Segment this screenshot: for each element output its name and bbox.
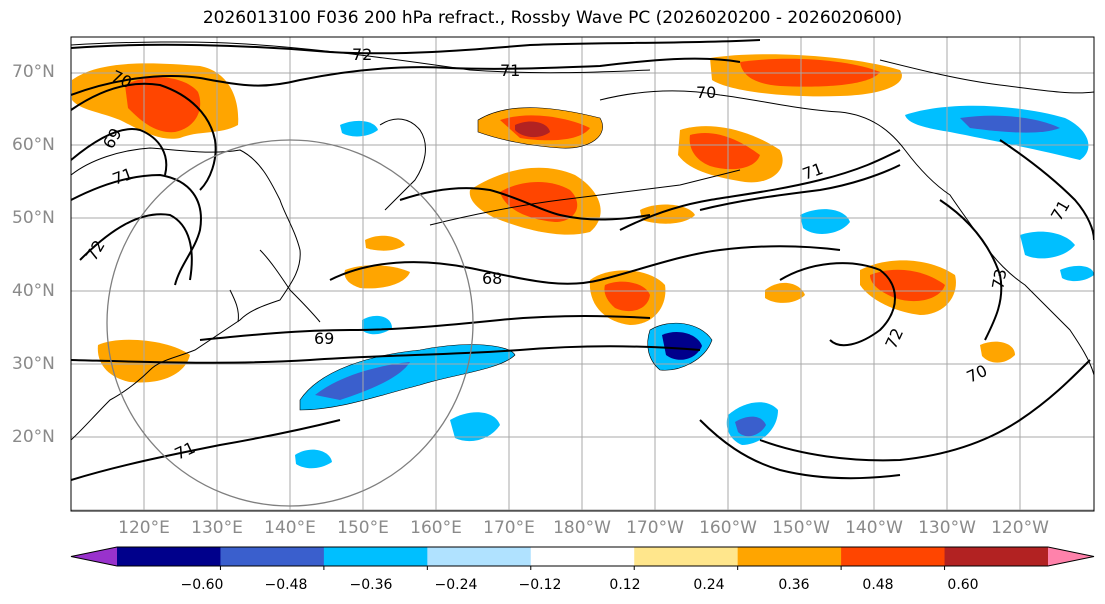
coastline-japan — [259, 249, 321, 323]
contour-label: 70 — [696, 83, 716, 102]
lat-label-30n: 30°N — [12, 354, 55, 374]
lon-label: 150°W — [772, 518, 830, 538]
coastline-canada — [879, 59, 1094, 94]
coastline-korea — [229, 289, 239, 323]
negative-anomaly-patch — [905, 105, 1089, 160]
contour-72-ep — [779, 262, 896, 347]
contour-71-gulf — [699, 164, 901, 211]
colorbar-tick-label: 0.60 — [947, 577, 979, 593]
lon-label: 160°W — [699, 518, 757, 538]
lon-label: 130°E — [191, 518, 243, 538]
colorbar-tick-label: 0.12 — [609, 577, 641, 593]
contour-label: 72 — [352, 45, 372, 64]
negative-anomaly-patch — [735, 416, 766, 437]
positive-anomaly-patch — [515, 121, 550, 138]
lon-label: 140°E — [264, 518, 316, 538]
contour-71-se — [699, 419, 901, 480]
colorbar-segment — [530, 547, 635, 566]
colorbar-tick-label: 0.24 — [693, 577, 725, 593]
lon-label: 160°E — [410, 518, 462, 538]
contour-70-se — [759, 359, 1091, 462]
coastline-aleutians — [429, 169, 741, 226]
colorbar-segment — [634, 547, 739, 566]
colorbar-tick-label: −0.24 — [434, 577, 478, 593]
colorbar-segment — [737, 547, 842, 566]
colorbar-outline — [70, 546, 1095, 567]
lon-label: 170°E — [483, 518, 535, 538]
coastline-alaska — [599, 90, 1094, 376]
positive-anomaly-patch — [689, 132, 760, 170]
positive-anomaly-patch — [604, 281, 650, 312]
colorbar-extension-max — [1048, 547, 1094, 566]
colorbar-segment — [841, 547, 946, 566]
negative-anomaly-patch — [295, 449, 332, 469]
contour-70-kam — [399, 187, 651, 221]
contour-69-nw — [71, 128, 168, 176]
negative-anomaly-patch — [1020, 231, 1075, 259]
contour-71-nw — [71, 173, 202, 286]
positive-anomaly-patch — [344, 265, 410, 289]
colorbar-tick-label: −0.12 — [518, 577, 562, 593]
contour-72-w — [79, 213, 193, 281]
colorbar-tick-label: 0.48 — [862, 577, 894, 593]
positive-anomaly-patch — [365, 235, 405, 251]
lat-label-50n: 50°N — [12, 208, 55, 228]
contour-72-north — [71, 39, 761, 55]
map-border — [70, 36, 1095, 512]
lon-label: 120°E — [118, 518, 170, 538]
colorbar-tick-label: −0.36 — [349, 577, 393, 593]
negative-anomaly-patch — [960, 115, 1060, 133]
negative-anomaly-patch — [450, 412, 500, 442]
lat-label-20n: 20°N — [12, 427, 55, 447]
colorbar — [70, 546, 1095, 570]
coastline-kamchatka — [379, 118, 426, 211]
contour-label: 71 — [500, 61, 520, 80]
negative-anomaly-patch — [662, 332, 702, 360]
lat-label-70n: 70°N — [12, 62, 55, 82]
coastline-asia — [71, 147, 301, 441]
colorbar-tick-label: 0.36 — [778, 577, 810, 593]
lon-label: 140°W — [845, 518, 903, 538]
lon-label: 170°W — [626, 518, 684, 538]
contour-71-bering — [619, 149, 901, 231]
contour-label: 68 — [482, 269, 502, 288]
colorbar-tick-label: −0.48 — [264, 577, 308, 593]
height-contours — [71, 39, 1094, 481]
contour-71-north — [71, 57, 741, 96]
contour-label: 69 — [314, 329, 334, 348]
coastline-arctic — [71, 41, 651, 74]
negative-anomaly-patch — [800, 209, 850, 234]
contour-label: 73 — [988, 267, 1010, 290]
positive-anomaly-patch — [765, 282, 805, 303]
colorbar-extension-min — [71, 547, 117, 566]
rossby-circle — [106, 139, 474, 507]
colorbar-segment — [944, 547, 1049, 566]
colorbar-segment — [220, 547, 325, 566]
contour-73-ep — [939, 199, 1003, 341]
lat-label-60n: 60°N — [12, 135, 55, 155]
contour-71-sw — [71, 419, 341, 481]
colorbar-tick-label: −0.60 — [180, 577, 224, 593]
contour-ne — [999, 139, 1094, 241]
positive-anomaly-patch — [640, 204, 695, 224]
colorbar-segment — [117, 547, 221, 566]
contour-69-mid — [199, 314, 651, 341]
colorbar-segment — [427, 547, 532, 566]
lon-label: 150°E — [337, 518, 389, 538]
colorbar-segment — [323, 547, 428, 566]
contour-70-mid — [71, 345, 701, 364]
map-title: 2026013100 F036 200 hPa refract., Rossby… — [202, 8, 903, 28]
positive-anomaly-patch — [500, 181, 578, 222]
negative-anomaly-patch — [1060, 265, 1094, 282]
lon-label: 120°W — [991, 518, 1049, 538]
lat-label-40n: 40°N — [12, 281, 55, 301]
lon-label: 130°W — [918, 518, 976, 538]
negative-anomaly-patch — [340, 120, 378, 137]
positive-anomaly-patch — [980, 341, 1015, 363]
coastlines — [71, 41, 1094, 441]
lon-label: 180°W — [553, 518, 611, 538]
contour-70-nw — [71, 82, 217, 191]
contour-68 — [329, 245, 841, 285]
